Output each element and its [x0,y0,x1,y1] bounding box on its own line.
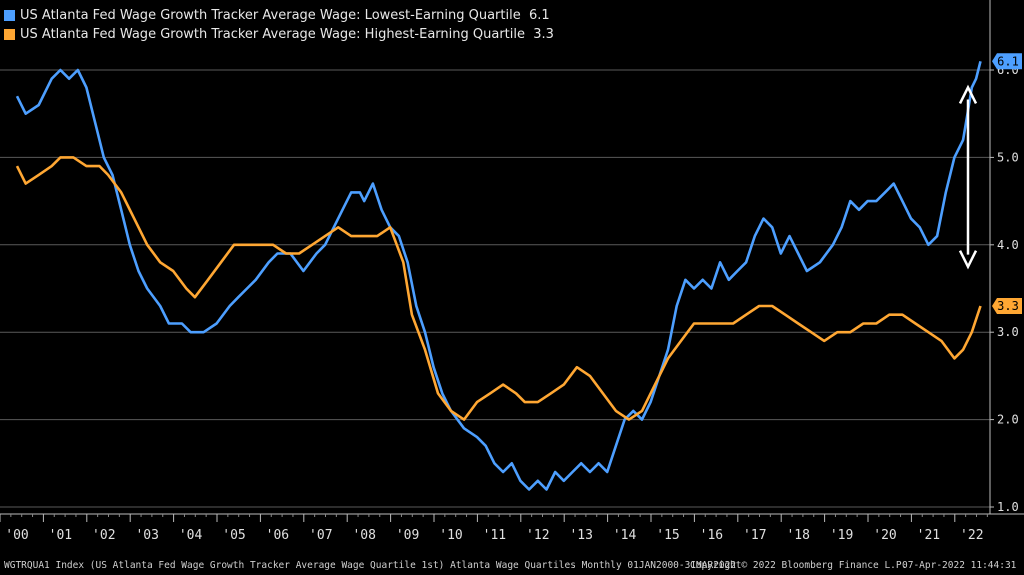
x-tick-label-12: '12 [526,528,549,543]
legend-swatch-highest [4,29,15,40]
x-tick-label-17: '17 [743,528,766,543]
annotations [958,84,978,270]
x-tick-label-13: '13 [569,528,592,543]
legend-value-highest: 3.3 [533,27,554,42]
legend-item-highest: US Atlanta Fed Wage Growth Tracker Avera… [4,25,554,44]
last-value-label-0: 6.1 [997,54,1019,68]
series-line-1 [15,156,982,421]
x-tick-label-6: '06 [266,528,289,543]
grid-lines [0,69,990,508]
x-tick-label-21: '21 [917,528,940,543]
y-tick-label-0: 1.0 [997,500,1019,514]
y-tick-label-1: 2.0 [997,413,1019,427]
x-tick-label-1: '01 [49,528,72,543]
x-tick-label-2: '02 [92,528,115,543]
legend: US Atlanta Fed Wage Growth Tracker Avera… [4,6,554,44]
axes: 1.02.03.04.05.06.0'00'01'02'03'04'05'06 '… [0,0,1024,543]
legend-label-highest: US Atlanta Fed Wage Growth Tracker Avera… [20,27,525,42]
last-value-label-1: 3.3 [997,299,1019,313]
x-tick-label-14: '14 [613,528,637,543]
x-tick-label-15: '15 [656,528,679,543]
x-tick-label-16: '16 [700,528,723,543]
x-tick-label-18: '18 [786,528,809,543]
footer-index-description: WGTRQUA1 Index (US Atlanta Fed Wage Grow… [4,560,737,571]
x-tick-label-5: '05 [222,528,245,543]
series-line-0 [15,60,982,491]
x-tick-label-19: '19 [830,528,853,543]
y-tick-label-3: 4.0 [997,238,1019,252]
footer: WGTRQUA1 Index (US Atlanta Fed Wage Grow… [0,556,1024,575]
y-tick-label-2: 3.0 [997,325,1019,339]
last-value-labels: 6.1 3.3 [992,53,1022,314]
x-tick-label-9: '09 [396,528,419,543]
x-tick-label-22: '22 [960,528,983,543]
arrow-head-down [958,250,978,270]
y-tick-label-4: 5.0 [997,150,1019,164]
legend-label-lowest: US Atlanta Fed Wage Growth Tracker Avera… [20,8,521,23]
x-tick-label-3: '03 [135,528,158,543]
x-tick-label-4: '04 [179,528,203,543]
x-tick-label-7: '07 [309,528,332,543]
x-tick-label-0: '00 [5,528,28,543]
x-tick-label-8: '08 [352,528,375,543]
chart-svg: 1.02.03.04.05.06.0'00'01'02'03'04'05'06 '… [0,0,1024,543]
last-value-box-1 [992,297,1022,314]
x-tick-label-10: '10 [439,528,462,543]
series-lines [15,60,982,491]
footer-copyright: Copyright© 2022 Bloomberg Finance L.P. [690,560,908,571]
x-tick-label-20: '20 [873,528,896,543]
footer-timestamp: 07-Apr-2022 11:44:31 [902,560,1017,571]
x-tick-label-11: '11 [483,528,506,543]
last-value-box-0 [992,53,1022,70]
legend-value-lowest: 6.1 [528,8,550,23]
arrow-head-up [958,84,978,105]
legend-swatch-lowest [4,10,15,21]
legend-item-lowest: US Atlanta Fed Wage Growth Tracker Avera… [4,6,554,25]
